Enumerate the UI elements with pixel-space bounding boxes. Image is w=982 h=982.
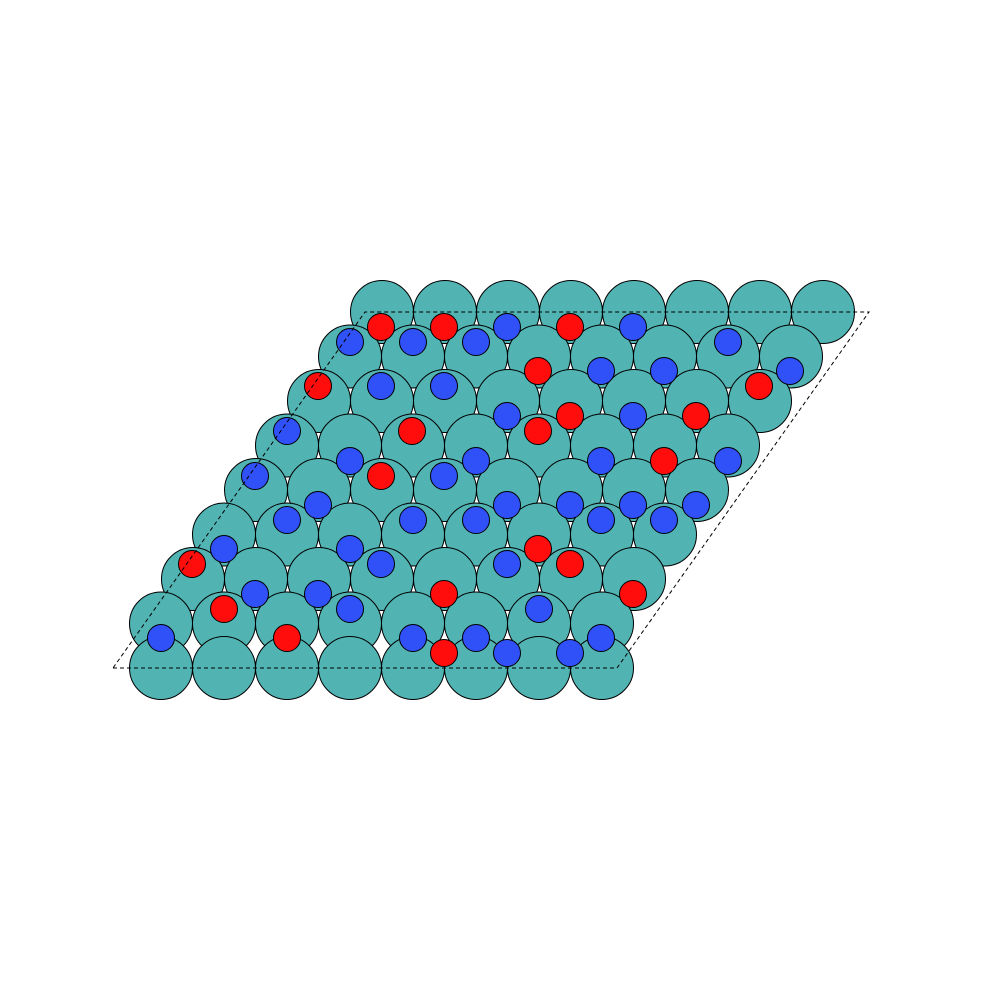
slab-atom [728,369,792,433]
red-atom [524,417,552,445]
red-atom [650,447,678,475]
blue-atom [714,447,742,475]
red-atom [556,402,584,430]
blue-atom [556,491,584,519]
blue-atom [587,357,615,385]
blue-atom [430,462,458,490]
blue-atom [493,639,521,667]
blue-atom [273,417,301,445]
slab-atom [759,324,823,389]
blue-atom [462,506,490,534]
adsorbate-atoms [147,313,804,667]
blue-atom [304,491,332,519]
red-atom [524,357,552,385]
red-atom [273,624,301,652]
blue-atom [399,506,427,534]
blue-atom [650,506,678,534]
blue-atom [273,506,301,534]
blue-atom [210,535,238,563]
blue-atom [619,313,647,341]
red-atom [367,313,395,341]
blue-atom [587,506,615,534]
blue-atom [336,535,364,563]
red-atom [304,372,332,400]
blue-atom [462,624,490,652]
slab-atoms [129,280,855,700]
blue-atom [682,491,710,519]
blue-atom [776,357,804,385]
blue-atom [619,402,647,430]
blue-atom [493,313,521,341]
blue-atom [650,357,678,385]
blue-atom [367,372,395,400]
blue-atom [336,328,364,356]
blue-atom [556,639,584,667]
blue-atom [241,580,269,608]
blue-atom [367,550,395,578]
red-atom [524,535,552,563]
red-atom [430,313,458,341]
blue-atom [399,328,427,356]
slab-atom [665,458,729,522]
red-atom [398,417,426,445]
blue-atom [525,595,553,623]
blue-atom [241,462,269,490]
blue-atom [304,580,332,608]
blue-atom [493,402,521,430]
blue-atom [587,447,615,475]
slab-atom [696,413,760,478]
red-atom [430,580,458,608]
unit-cell [112,311,870,669]
red-atom [556,313,584,341]
slab-atom [633,502,697,567]
blue-atom [493,491,521,519]
blue-atom [587,624,615,652]
blue-atom [336,595,364,623]
blue-atom [147,624,175,652]
red-atom [367,462,395,490]
red-atom [178,550,206,578]
blue-atom [462,328,490,356]
slab-atom [602,547,666,611]
red-atom [682,402,710,430]
red-atom [556,550,584,578]
blue-atom [493,550,521,578]
red-atom [619,580,647,608]
red-atom [745,372,773,400]
blue-atom [462,447,490,475]
blue-atom [619,491,647,519]
red-atom [210,595,238,623]
red-atom [430,639,458,667]
blue-atom [430,372,458,400]
blue-atom [399,624,427,652]
blue-atom [336,447,364,475]
blue-atom [714,328,742,356]
